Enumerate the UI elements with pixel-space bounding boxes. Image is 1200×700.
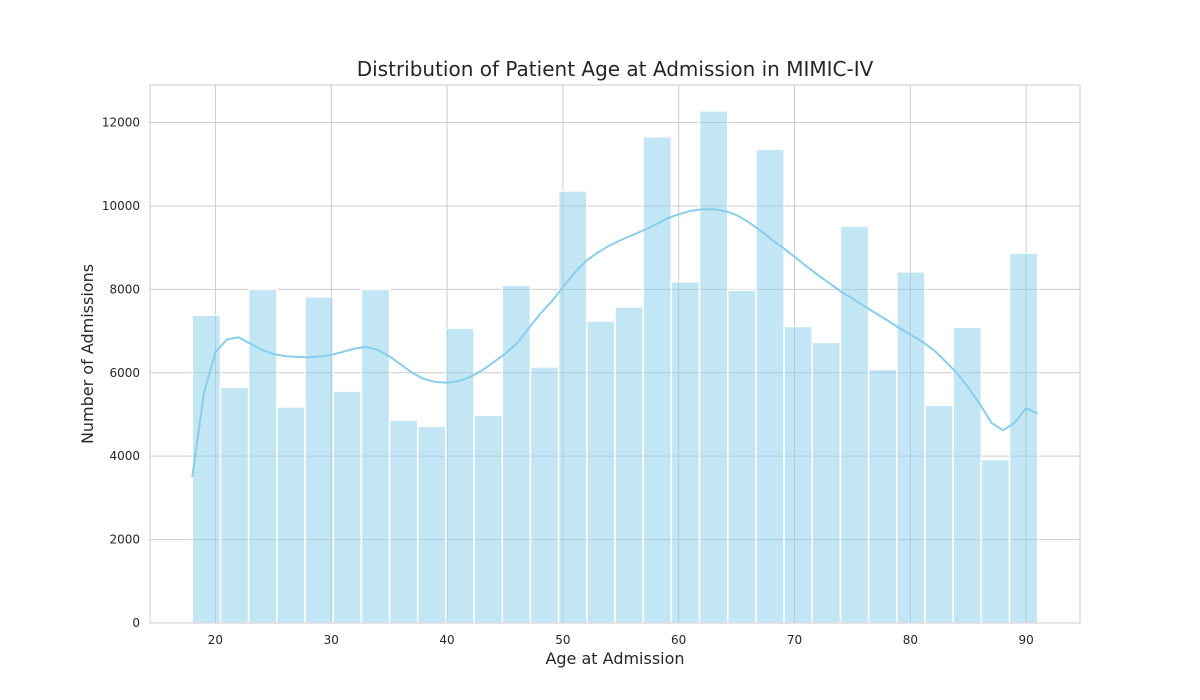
histogram-bars — [191, 110, 1039, 624]
x-tick-label: 30 — [324, 633, 339, 647]
histogram-bar — [247, 288, 278, 624]
x-tick-labels: 20 30 40 50 60 70 80 90 — [208, 633, 1034, 647]
chart-title: Distribution of Patient Age at Admission… — [357, 57, 874, 81]
histogram-bar — [980, 458, 1011, 624]
histogram-bar — [473, 414, 504, 624]
histogram-bar — [839, 225, 870, 624]
histogram-bar — [529, 366, 560, 624]
histogram-bar — [360, 288, 391, 624]
x-tick-label: 60 — [671, 633, 686, 647]
histogram-bar — [586, 320, 616, 624]
histogram-bar — [952, 326, 983, 624]
x-tick-label: 50 — [555, 633, 570, 647]
x-tick-label: 80 — [903, 633, 918, 647]
histogram-bar — [783, 325, 814, 624]
histogram-bar — [501, 284, 532, 624]
histogram-bar — [642, 135, 673, 624]
histogram-bar — [219, 386, 250, 624]
y-tick-label: 4000 — [109, 449, 140, 463]
x-tick-label: 20 — [208, 633, 223, 647]
x-axis-label: Age at Admission — [545, 649, 684, 668]
histogram-bar — [332, 390, 363, 624]
x-tick-label: 70 — [787, 633, 802, 647]
histogram-bar — [867, 368, 898, 624]
histogram-bar — [924, 404, 954, 624]
histogram-bar — [416, 425, 447, 624]
histogram-bar — [445, 327, 475, 624]
histogram-bar — [698, 110, 729, 624]
histogram-bar — [614, 306, 644, 624]
histogram-bar — [811, 341, 842, 624]
histogram-bar — [755, 148, 785, 624]
x-tick-label: 40 — [439, 633, 454, 647]
y-tick-label: 6000 — [109, 366, 140, 380]
plot-frame — [149, 84, 1081, 624]
y-tick-label: 2000 — [109, 533, 140, 547]
histogram-bar — [304, 296, 334, 624]
x-tick-label: 90 — [1019, 633, 1034, 647]
histogram-bar — [896, 271, 926, 624]
histogram-bar — [557, 190, 588, 624]
histogram-bar — [670, 281, 701, 624]
histogram-bar — [1008, 252, 1039, 624]
y-tick-label: 0 — [132, 616, 140, 630]
kde-curve — [191, 208, 1039, 478]
histogram-bar — [388, 419, 419, 624]
y-tick-labels: 0 2000 4000 6000 8000 10000 12000 — [102, 116, 140, 630]
y-axis-label: Number of Admissions — [78, 264, 97, 444]
y-tick-label: 10000 — [102, 199, 140, 213]
histogram-bar — [726, 289, 757, 624]
histogram-bar — [191, 314, 222, 624]
histogram-bar — [276, 406, 306, 624]
y-tick-label: 12000 — [102, 116, 140, 130]
y-tick-label: 8000 — [109, 282, 140, 296]
